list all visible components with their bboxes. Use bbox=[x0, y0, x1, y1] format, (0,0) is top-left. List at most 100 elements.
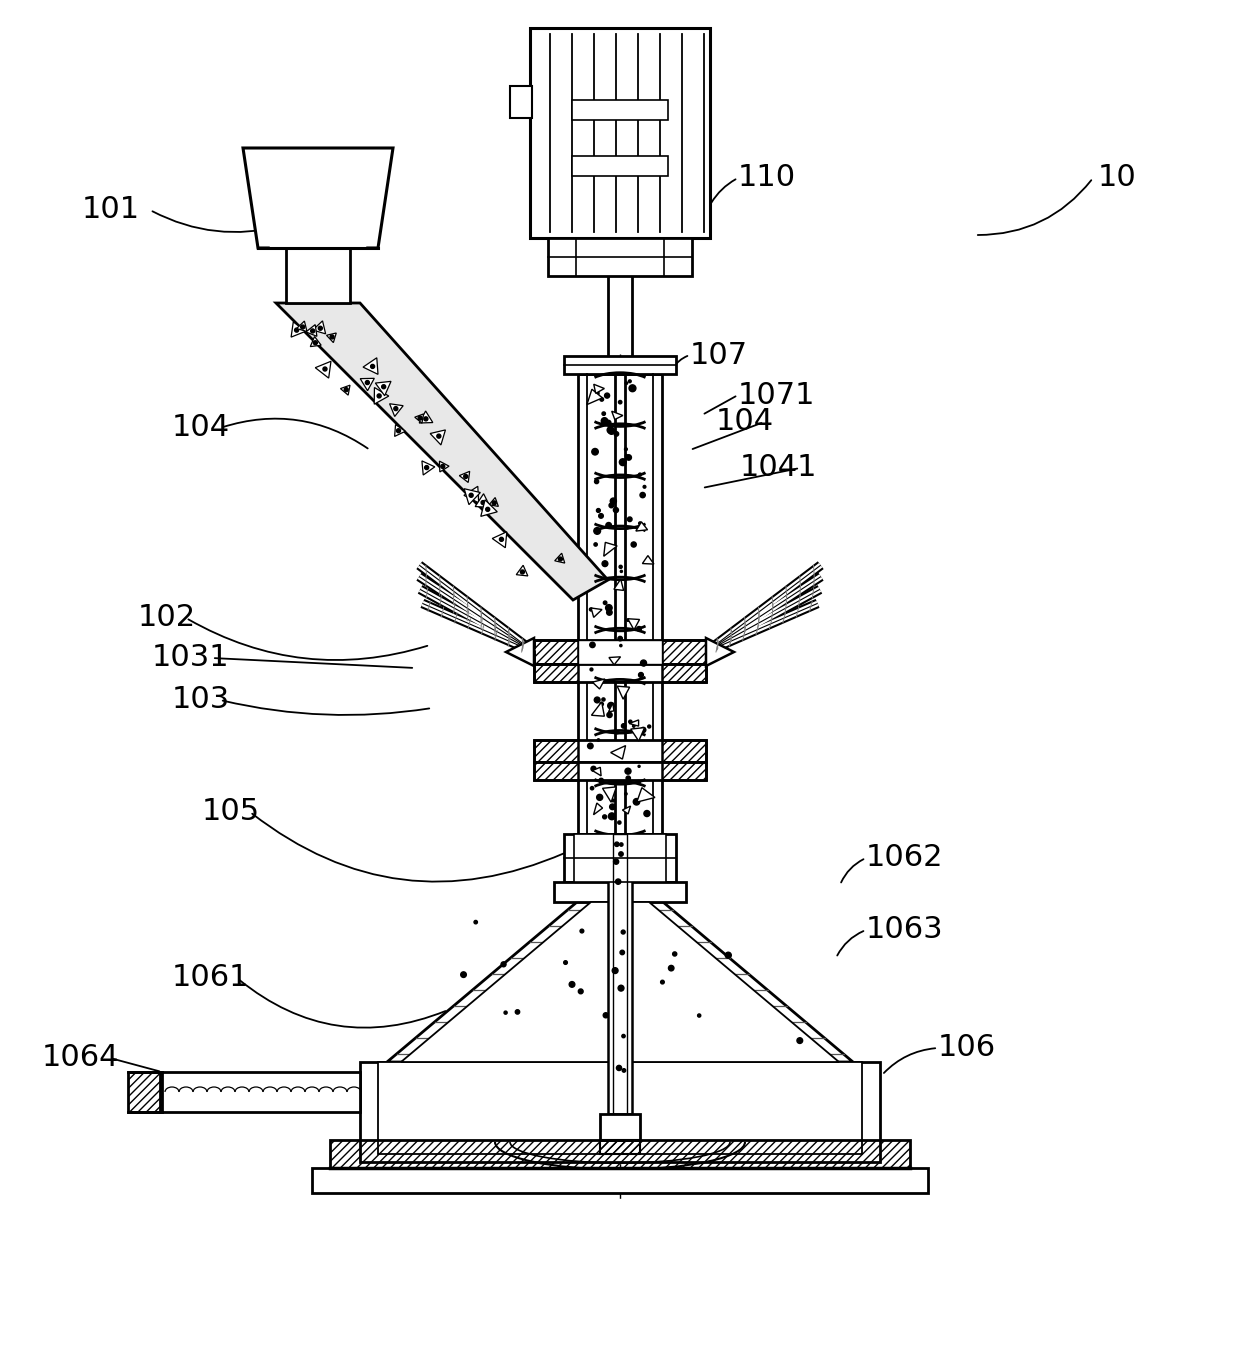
Polygon shape bbox=[642, 556, 653, 564]
Polygon shape bbox=[593, 767, 601, 775]
Circle shape bbox=[590, 786, 594, 790]
Bar bbox=[534, 740, 706, 762]
Polygon shape bbox=[394, 424, 405, 436]
Polygon shape bbox=[389, 404, 403, 416]
Circle shape bbox=[322, 367, 327, 371]
Circle shape bbox=[618, 821, 621, 824]
Bar bbox=[534, 639, 706, 664]
Circle shape bbox=[647, 725, 651, 728]
Bar bbox=[564, 835, 676, 882]
Bar bbox=[128, 1071, 162, 1112]
Polygon shape bbox=[629, 720, 639, 725]
Circle shape bbox=[618, 985, 624, 991]
Circle shape bbox=[625, 448, 627, 451]
Circle shape bbox=[601, 417, 608, 424]
Circle shape bbox=[464, 475, 467, 478]
Circle shape bbox=[610, 498, 616, 505]
Text: 1064: 1064 bbox=[42, 1043, 119, 1073]
Text: 1063: 1063 bbox=[866, 915, 944, 945]
Circle shape bbox=[632, 725, 635, 727]
Circle shape bbox=[619, 565, 622, 568]
Circle shape bbox=[661, 980, 665, 984]
Polygon shape bbox=[363, 358, 378, 374]
Circle shape bbox=[627, 517, 632, 521]
Circle shape bbox=[620, 571, 622, 572]
Circle shape bbox=[606, 522, 611, 528]
Circle shape bbox=[474, 921, 477, 923]
Circle shape bbox=[619, 852, 624, 856]
Polygon shape bbox=[609, 703, 614, 712]
Circle shape bbox=[608, 427, 614, 433]
Circle shape bbox=[625, 455, 627, 456]
Circle shape bbox=[626, 619, 629, 622]
Circle shape bbox=[606, 610, 613, 615]
Bar bbox=[578, 639, 662, 664]
Circle shape bbox=[371, 365, 374, 369]
Circle shape bbox=[620, 645, 622, 646]
Circle shape bbox=[345, 388, 348, 392]
Polygon shape bbox=[401, 902, 839, 1062]
Polygon shape bbox=[610, 746, 626, 759]
Circle shape bbox=[564, 961, 568, 964]
Circle shape bbox=[569, 981, 575, 987]
Circle shape bbox=[636, 626, 641, 631]
Polygon shape bbox=[374, 388, 389, 404]
Circle shape bbox=[644, 810, 650, 817]
Polygon shape bbox=[286, 248, 350, 303]
Circle shape bbox=[609, 503, 614, 507]
Bar bbox=[608, 835, 632, 1114]
Polygon shape bbox=[296, 322, 308, 331]
Circle shape bbox=[588, 743, 593, 748]
Polygon shape bbox=[591, 608, 601, 618]
Bar bbox=[578, 374, 662, 835]
Circle shape bbox=[797, 1038, 802, 1043]
Bar bbox=[662, 762, 706, 779]
Text: 101: 101 bbox=[82, 195, 140, 225]
Circle shape bbox=[314, 341, 317, 345]
Text: 105: 105 bbox=[202, 797, 260, 826]
Circle shape bbox=[641, 727, 646, 732]
Circle shape bbox=[621, 724, 626, 728]
Circle shape bbox=[644, 486, 646, 489]
Text: 104: 104 bbox=[172, 413, 231, 443]
Bar bbox=[534, 639, 578, 664]
Circle shape bbox=[631, 542, 636, 546]
Circle shape bbox=[698, 1014, 701, 1018]
Bar bbox=[554, 882, 686, 902]
Bar bbox=[574, 835, 666, 882]
Polygon shape bbox=[603, 787, 616, 802]
Polygon shape bbox=[506, 638, 534, 666]
Polygon shape bbox=[243, 148, 393, 248]
Polygon shape bbox=[636, 522, 647, 532]
Circle shape bbox=[605, 420, 611, 425]
Polygon shape bbox=[618, 686, 630, 699]
Polygon shape bbox=[604, 542, 618, 556]
Circle shape bbox=[625, 769, 631, 774]
Circle shape bbox=[641, 660, 646, 666]
Circle shape bbox=[614, 507, 619, 513]
Circle shape bbox=[613, 968, 618, 973]
Circle shape bbox=[424, 466, 429, 470]
Circle shape bbox=[424, 417, 428, 421]
Bar bbox=[534, 762, 706, 779]
Circle shape bbox=[516, 1010, 520, 1014]
Circle shape bbox=[625, 793, 627, 795]
Polygon shape bbox=[376, 381, 391, 396]
Polygon shape bbox=[593, 678, 605, 689]
Circle shape bbox=[599, 514, 604, 518]
Circle shape bbox=[636, 781, 640, 783]
Circle shape bbox=[615, 843, 619, 847]
Circle shape bbox=[608, 703, 614, 709]
Polygon shape bbox=[464, 486, 479, 503]
Circle shape bbox=[629, 720, 632, 723]
Circle shape bbox=[606, 712, 613, 717]
Text: 107: 107 bbox=[689, 341, 748, 370]
Circle shape bbox=[624, 1040, 629, 1046]
Bar bbox=[534, 664, 706, 682]
Bar bbox=[662, 664, 706, 682]
Circle shape bbox=[610, 804, 615, 810]
Polygon shape bbox=[422, 460, 435, 475]
Circle shape bbox=[295, 328, 299, 332]
Text: 1061: 1061 bbox=[172, 964, 249, 992]
Circle shape bbox=[469, 493, 474, 497]
